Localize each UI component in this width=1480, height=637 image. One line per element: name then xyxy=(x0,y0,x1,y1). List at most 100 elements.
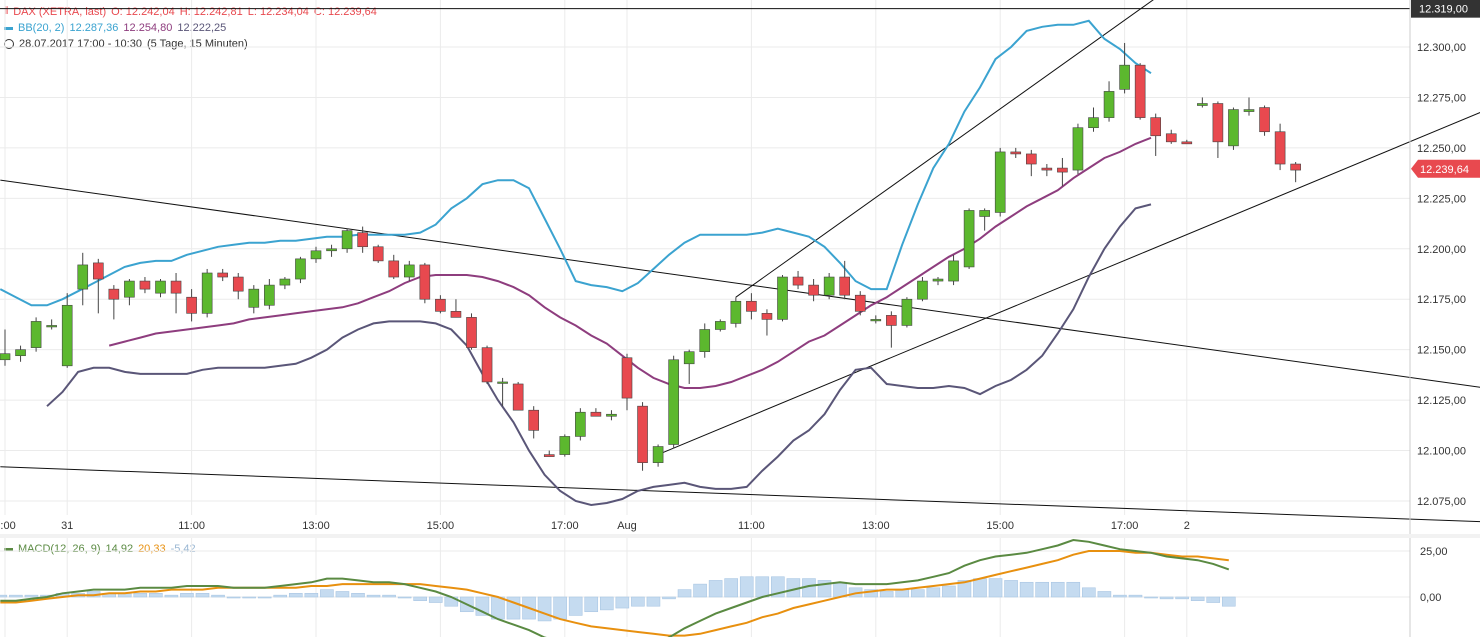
macd-histogram-bar xyxy=(973,578,987,598)
macd-histogram-bar xyxy=(693,583,707,598)
macd-histogram-bar xyxy=(382,594,396,598)
macd-histogram-bar xyxy=(879,591,894,598)
candle-up xyxy=(606,413,617,417)
macd-histogram-bar xyxy=(133,593,148,598)
bb-lower-band xyxy=(46,203,1152,507)
candle-up xyxy=(652,446,664,463)
panel-separator xyxy=(0,534,1480,538)
candle-down xyxy=(886,315,897,326)
macd-histogram-bar xyxy=(211,594,225,598)
macd-histogram-bar xyxy=(942,585,956,598)
y-tick-label: 12.150,00 xyxy=(1417,345,1466,357)
candle-up xyxy=(497,381,508,384)
candle-down xyxy=(854,294,866,312)
candle-down xyxy=(1041,167,1053,171)
bb-line-swatch xyxy=(4,26,13,30)
y-tick-label: 12.075,00 xyxy=(1417,496,1466,508)
macd-histogram-bar xyxy=(677,589,692,598)
macd-histogram-bar xyxy=(1050,581,1065,598)
candle-down xyxy=(217,272,228,278)
y-tick-label: 12.100,00 xyxy=(1417,446,1466,458)
macd-histogram-bar xyxy=(1097,591,1112,598)
y-tick-label: 12.175,00 xyxy=(1417,294,1466,306)
candle-up xyxy=(870,319,882,322)
candles xyxy=(0,42,1301,471)
candle-up xyxy=(201,272,213,314)
macd-histogram-bar xyxy=(335,591,350,598)
macd-histogram-bar xyxy=(584,596,599,613)
macd-hist-value: -5,42 xyxy=(170,543,196,555)
macd-histogram-bar xyxy=(833,581,847,598)
top-level-label: 12.319,00 xyxy=(1419,4,1468,16)
x-tick-label: 15:00 xyxy=(986,520,1014,532)
candle-down xyxy=(93,262,104,280)
candle-down xyxy=(481,347,493,383)
macd-histogram-bar xyxy=(910,589,925,598)
macd-y-tick-label: 0,00 xyxy=(1420,592,1441,604)
candle-up xyxy=(917,280,928,300)
macd-label: MACD(12, 26, 9) xyxy=(18,543,101,555)
x-tick-label: 2 xyxy=(1184,520,1190,532)
trend-lines xyxy=(0,0,1480,523)
candle-up xyxy=(0,353,11,361)
downtrend-line-upper xyxy=(0,179,1480,388)
macd-histogram-bar xyxy=(739,576,754,598)
candle-down xyxy=(543,454,555,457)
macd-line xyxy=(0,538,1230,637)
candle-down xyxy=(372,246,384,262)
candle-up xyxy=(310,250,322,260)
candle-down xyxy=(808,284,819,296)
macd-histogram-bar xyxy=(0,594,8,598)
y-tick-label: 12.275,00 xyxy=(1417,92,1466,104)
candle-down xyxy=(1134,64,1146,118)
candle-up xyxy=(1228,109,1239,147)
macd-histogram-bar xyxy=(304,593,319,598)
candle-up xyxy=(1243,109,1255,112)
top-level-tag xyxy=(1411,0,1480,18)
macd-histogram-bar xyxy=(1004,580,1018,598)
candle-down xyxy=(170,280,182,294)
candle-down xyxy=(1026,153,1037,165)
macd-histogram-bar xyxy=(288,593,303,598)
macd-histogram-bar xyxy=(1082,587,1096,598)
candle-up xyxy=(979,210,990,217)
macd-histogram-bar xyxy=(646,596,661,607)
x-tick-label: 11:00 xyxy=(178,520,205,532)
macd-histogram-bar xyxy=(537,596,552,622)
candle-up xyxy=(948,260,959,282)
macd-signal-value: 20,33 xyxy=(138,543,166,555)
macd-histogram-bar xyxy=(1019,581,1034,598)
macd-histogram-bar xyxy=(926,587,941,598)
candle-down xyxy=(419,264,431,300)
macd-histogram-bar xyxy=(1113,594,1127,598)
macd-histogram-bar xyxy=(724,578,738,598)
macd-histogram-bar xyxy=(1128,594,1143,598)
candle-down xyxy=(466,317,477,348)
candle-down xyxy=(450,311,462,318)
candle-up xyxy=(714,321,726,330)
candle-up xyxy=(730,300,742,324)
x-tick-label: 31 xyxy=(61,520,73,532)
macd-histogram-bar xyxy=(397,596,412,599)
candle-up xyxy=(155,280,166,294)
candle-down xyxy=(1057,167,1068,173)
candle-down xyxy=(528,409,540,431)
macd-histogram-bar xyxy=(1190,596,1205,601)
candle-up xyxy=(30,321,42,348)
candle-down xyxy=(108,288,120,300)
bb-lower-value: 12.222,25 xyxy=(177,22,227,34)
macd-histogram-bar xyxy=(568,596,583,616)
macd-histogram-bar xyxy=(366,594,381,598)
macd-legend: MACD(12, 26, 9) 14,92 20,33 -5,42 xyxy=(4,543,196,555)
y-tick-label: 12.125,00 xyxy=(1417,395,1466,407)
candle-down xyxy=(139,280,151,290)
candle-down xyxy=(1259,107,1270,133)
macd-histogram-bar xyxy=(864,589,878,598)
candle-up xyxy=(668,359,679,445)
candle-up xyxy=(994,151,1006,213)
last-price-tag xyxy=(1411,159,1480,178)
candle-up xyxy=(403,264,415,278)
x-tick-label: 17:00 xyxy=(551,520,579,532)
